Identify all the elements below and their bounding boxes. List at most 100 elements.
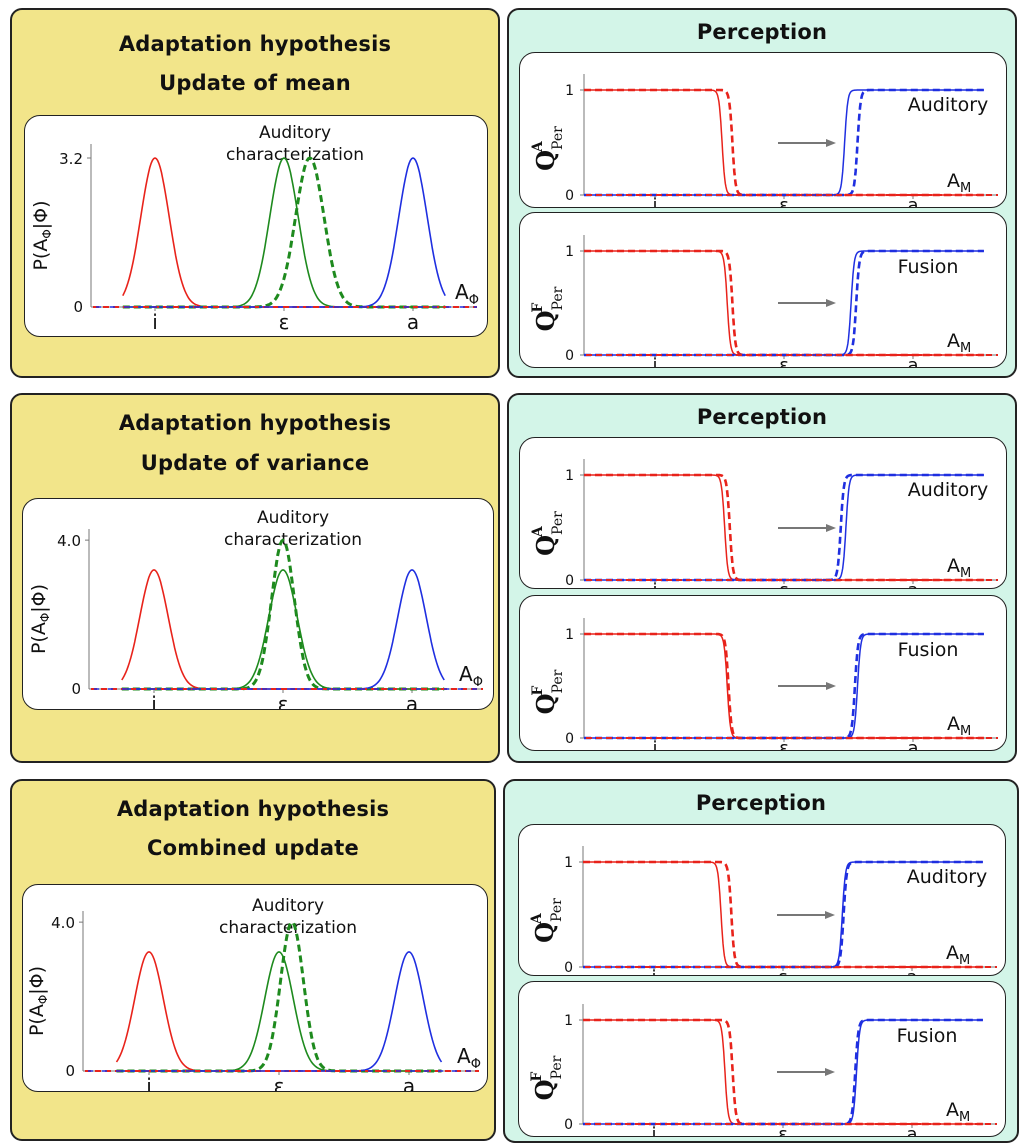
y-tick-label: 3.2 (59, 150, 83, 168)
x-axis-variable-label: AΦ (455, 280, 479, 308)
plot-card-auditory-characterization: Auditory characterization 4.0 0 i ε a P(AΦ|Φ) AΦ (22, 498, 494, 710)
x-tick-label: ε (779, 738, 789, 751)
plot-title: characterization (226, 145, 364, 165)
x-axis-variable-label: AM (946, 1099, 970, 1125)
y-axis-label: QPerA (530, 511, 566, 556)
x-tick-label: i (146, 1074, 152, 1092)
green-dashed-gaussian-curve (116, 920, 442, 1073)
condition-label: Fusion (898, 639, 959, 661)
y-tick-label: 1 (565, 244, 574, 260)
x-tick-label: a (907, 738, 918, 751)
y-axis-label: P(AΦ|Φ) (28, 584, 52, 654)
y-tick-label: 0 (565, 348, 574, 364)
panel-title: Perception (696, 20, 828, 44)
plot-card-auditory: 0 1 i ε a QPerA Auditory AM (519, 52, 1007, 208)
x-tick-label: ε (778, 967, 788, 976)
y-tick-label: 0 (565, 188, 574, 204)
plot-card-fusion: 0 1 i ε a QPerF Fusion AM (519, 212, 1007, 368)
shift-arrow-head (826, 682, 836, 690)
right-panel-row3: Perception 0 1 i ε a QPerA Auditory AM 0 1 i ε a QPe… (503, 779, 1019, 1143)
panel-title-line1: Adaptation hypothesis (118, 32, 392, 56)
auditory-perception-plot: 0 1 i ε a QPerA Auditory AM (530, 459, 998, 589)
x-tick-label: a (406, 692, 418, 710)
plot-card-fusion: 0 1 i ε a QPerF Fusion AM (519, 595, 1007, 751)
x-axis-variable-label: AM (947, 555, 971, 581)
shift-arrow-head (825, 911, 835, 919)
y-tick-label: 1 (564, 855, 573, 871)
x-tick-label: i (652, 580, 657, 589)
plot-card-auditory-characterization: Auditory characterization 4.0 0 i ε a P(AΦ|Φ) AΦ (22, 884, 488, 1092)
y-tick-label: 1 (565, 468, 574, 484)
y-axis-label: P(AΦ|Φ) (30, 200, 54, 270)
x-axis-variable-label: AM (946, 942, 970, 968)
left-panel-row2: Adaptation hypothesis Update of variance… (10, 393, 500, 763)
plot-title: Auditory (252, 896, 324, 916)
x-tick-label: ε (778, 1124, 788, 1137)
y-tick-label: 0 (73, 298, 83, 316)
y-axis-label: QPerF (530, 286, 566, 331)
plot-card-auditory: 0 1 i ε a QPerA Auditory AM (518, 824, 1006, 976)
y-tick-label: 1 (564, 1013, 573, 1029)
plot-title: Auditory (259, 123, 331, 143)
x-tick-label: a (907, 355, 918, 368)
y-axis-label: QPerF (529, 1055, 565, 1100)
x-tick-label: a (403, 1074, 415, 1092)
panel-title-line2: Update of variance (140, 451, 370, 475)
x-tick-label: i (651, 967, 656, 976)
y-tick-label: 4.0 (57, 532, 81, 550)
shift-arrow-head (826, 139, 836, 147)
x-tick-label: ε (779, 355, 789, 368)
left-panel-row1: Adaptation hypothesis Update of mean Aud… (10, 8, 500, 378)
plot-title: characterization (224, 530, 362, 550)
panel-title: Perception (696, 405, 828, 429)
green-dashed-gaussian-curve (121, 538, 445, 691)
x-axis-variable-label: AM (947, 330, 971, 356)
y-tick-label: 4.0 (51, 914, 75, 932)
y-axis-label: QPerF (530, 669, 566, 714)
x-tick-label: i (652, 195, 657, 208)
x-axis-variable-label: AΦ (459, 662, 483, 690)
shift-arrow-head (826, 524, 836, 532)
panel-title: Perception (695, 791, 827, 815)
x-tick-label: ε (779, 195, 789, 208)
fusion-perception-plot: 0 1 i ε a QPerF Fusion AM (530, 618, 998, 751)
x-axis-variable-label: AM (947, 170, 971, 196)
x-tick-label: a (907, 195, 918, 208)
panel-title-line2: Update of mean (159, 71, 351, 95)
x-tick-label: i (651, 1124, 656, 1137)
y-axis-label: QPerA (530, 126, 566, 171)
plot-title: Auditory (257, 508, 329, 528)
fusion-perception-plot: 0 1 i ε a QPerF Fusion AM (529, 1004, 997, 1137)
condition-label: Fusion (898, 256, 959, 278)
left-panel-row3: Adaptation hypothesis Combined update Au… (10, 779, 496, 1141)
x-tick-label: a (907, 580, 918, 589)
x-tick-label: ε (274, 1074, 285, 1092)
plot-card-auditory-characterization: Auditory characterization 3.2 0 i ε a P(AΦ|Φ) AΦ (24, 115, 488, 337)
fusion-perception-plot: 0 1 i ε a QPerF Fusion AM (530, 235, 998, 368)
x-tick-label: i (151, 692, 157, 710)
y-tick-label: 0 (565, 731, 574, 747)
y-tick-label: 1 (565, 627, 574, 643)
x-tick-label: a (906, 967, 917, 976)
condition-label: Auditory (908, 94, 989, 116)
right-panel-row2: Perception 0 1 i ε a QPerA Auditory AM 0 1 i ε a QPe… (507, 393, 1017, 763)
auditory-perception-plot: 0 1 i ε a QPerA Auditory AM (530, 74, 998, 208)
y-tick-label: 0 (65, 1062, 75, 1080)
y-tick-label: 0 (564, 960, 573, 976)
shift-arrow-head (825, 1068, 835, 1076)
x-tick-label: i (152, 310, 158, 334)
auditory-perception-plot: 0 1 i ε a QPerA Auditory AM (529, 846, 997, 976)
y-axis-label: P(AΦ|Φ) (26, 966, 50, 1036)
x-tick-label: ε (278, 692, 289, 710)
y-axis-label: QPerA (529, 898, 565, 943)
x-tick-label: ε (779, 580, 789, 589)
y-tick-label: 0 (71, 680, 81, 698)
condition-label: Auditory (908, 479, 989, 501)
panel-title-line2: Combined update (147, 836, 359, 860)
x-tick-label: i (652, 355, 657, 368)
panel-title-line1: Adaptation hypothesis (116, 797, 390, 821)
panel-title-line1: Adaptation hypothesis (118, 411, 392, 435)
